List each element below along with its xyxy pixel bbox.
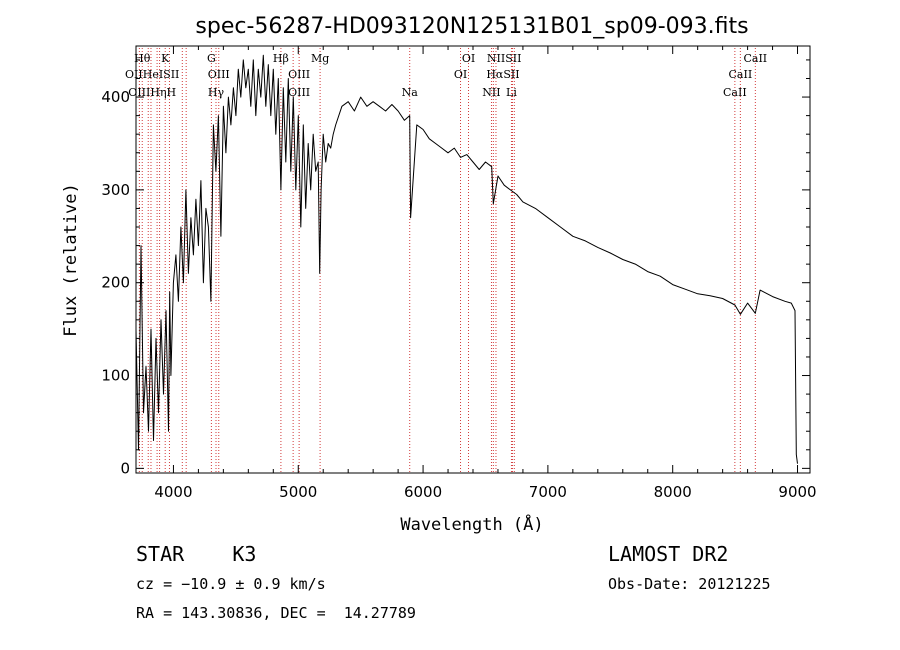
line-label-10: OIII: [288, 68, 310, 81]
line-label-18: NII: [482, 86, 500, 99]
x-tick-label-4: 8000: [654, 483, 692, 501]
line-label-17: Na: [402, 86, 419, 99]
line-label-14: OIIIHηH: [128, 86, 176, 99]
y-tick-label-4: 400: [101, 88, 130, 106]
x-axis-label: Wavelength (Å): [400, 513, 543, 535]
object-class: STAR K3: [136, 542, 257, 566]
line-label-9: OIII: [208, 68, 230, 81]
x-tick-label-0: 4000: [154, 483, 192, 501]
line-label-0: Hθ: [134, 52, 151, 65]
y-tick-label-1: 100: [101, 367, 130, 385]
plot-frame: [135, 45, 811, 474]
line-label-15: Hγ: [208, 86, 225, 99]
spectral-line-labels: Hθ K G Hβ Mg OI NIISII CaII OIIHeISII OIII OIII OI H…: [125, 52, 767, 99]
x-tick-label-5: 9000: [778, 483, 816, 501]
reference-lines: [138, 48, 756, 473]
x-tick-label-1: 5000: [279, 483, 317, 501]
spectrum-line-0: [135, 54, 798, 464]
line-label-1: K: [161, 52, 170, 65]
chart-title: spec-56287-HD093120N125131B01_sp09-093.f…: [195, 14, 748, 39]
spectrum-series: [135, 54, 798, 464]
y-axis-label: Flux (relative): [61, 183, 81, 337]
line-label-19: Li: [506, 86, 517, 99]
survey-name: LAMOST DR2: [608, 542, 729, 566]
y-tick-label-3: 300: [101, 181, 130, 199]
line-label-5: OI: [462, 52, 475, 65]
line-label-20: CaII: [723, 86, 747, 99]
y-tick-label-0: 0: [120, 459, 130, 477]
line-label-4: Mg: [311, 52, 329, 65]
x-tick-label-2: 6000: [404, 483, 442, 501]
line-label-3: Hβ: [273, 52, 289, 65]
obs-date: Obs-Date: 20121225: [608, 575, 771, 593]
line-label-6: NIISII: [487, 52, 522, 65]
line-label-16: OIII: [288, 86, 310, 99]
line-label-12: HαSII: [486, 68, 519, 81]
line-label-2: G: [207, 52, 216, 65]
line-label-11: OI: [454, 68, 467, 81]
y-tick-label-2: 200: [101, 274, 130, 292]
line-label-7: CaII: [743, 52, 767, 65]
x-tick-label-3: 7000: [529, 483, 567, 501]
line-label-13: CaII: [729, 68, 753, 81]
redshift-text: cz = −10.9 ± 0.9 km/s: [136, 575, 326, 593]
coordinates: RA = 143.30836, DEC = 14.27789: [136, 604, 416, 622]
axes: 4000 5000 6000 7000 8000 9000 0 100 200 300 400: [101, 46, 817, 501]
line-label-8: OIIHeISII: [125, 68, 179, 81]
